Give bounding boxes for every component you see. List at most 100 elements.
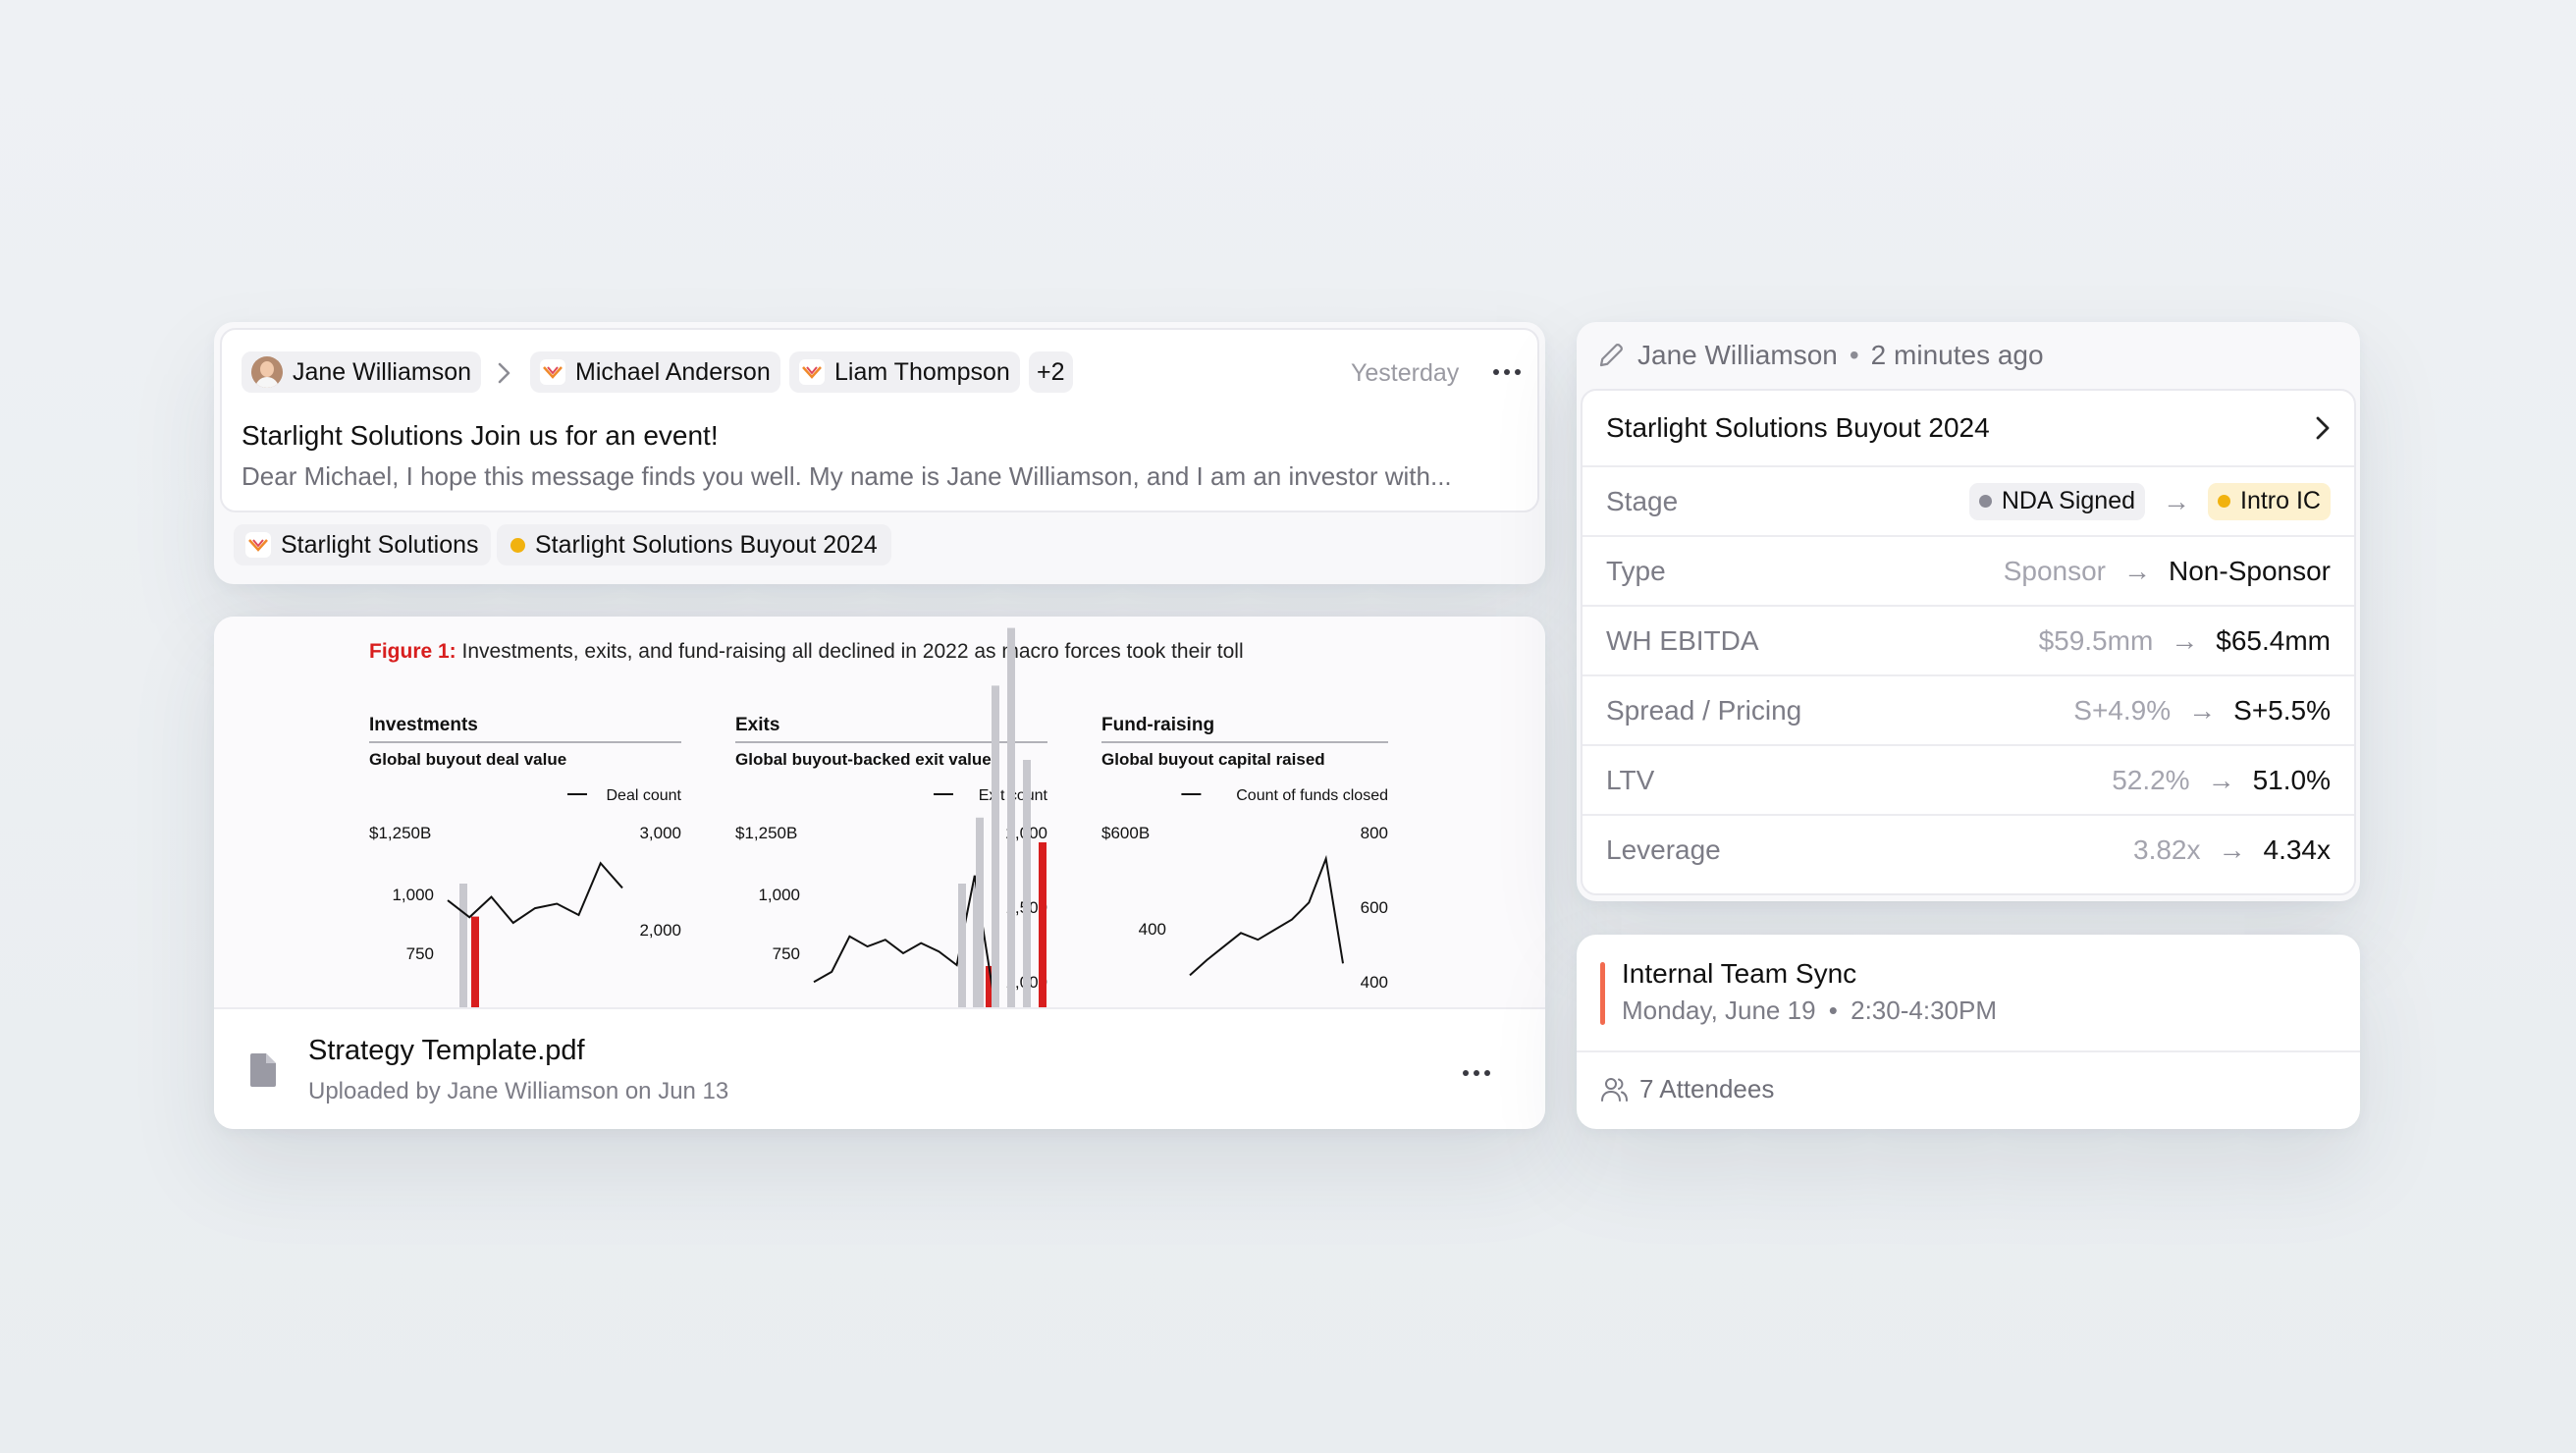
y-left-tick: 1,000 — [758, 886, 800, 904]
new-value: 51.0% — [2252, 764, 2331, 795]
y-left-tick: 750 — [773, 944, 800, 963]
tag-deal[interactable]: Starlight Solutions Buyout 2024 — [497, 524, 891, 565]
attendees[interactable]: 7 Attendees — [1600, 1074, 1774, 1104]
chart-bar — [992, 685, 999, 1007]
email-card[interactable]: Jane Williamson Michael Anderson Liam Th… — [214, 322, 1545, 584]
event-accent-bar — [1600, 962, 1605, 1025]
old-value: 3.82x — [2133, 834, 2201, 865]
more-options-icon[interactable] — [1463, 1070, 1490, 1076]
stage-old-pill: NDA Signed — [1968, 482, 2146, 520]
deal-row-ebitda: WH EBITDA $59.5mm → $65.4mm — [1583, 605, 2354, 674]
arrow-right-icon: → — [2207, 764, 2235, 795]
row-label: Spread / Pricing — [1606, 694, 1802, 726]
tag-company[interactable]: Starlight Solutions — [234, 524, 491, 565]
row-label: Type — [1606, 555, 1666, 586]
old-value: S+4.9% — [2073, 694, 2172, 726]
more-recipients-chip[interactable]: +2 — [1029, 351, 1073, 393]
y-right-tick: 3,000 — [639, 824, 681, 842]
arrow-right-icon: → — [2123, 555, 2152, 586]
deal-title: Starlight Solutions Buyout 2024 — [1606, 412, 1990, 443]
avatar — [251, 356, 283, 388]
stage-new-pill: Intro IC — [2208, 482, 2331, 520]
recipient-chip-1[interactable]: Michael Anderson — [530, 351, 780, 393]
more-options-icon[interactable] — [1493, 369, 1521, 375]
y-right-tick: 800 — [1361, 824, 1388, 842]
chart-bar — [958, 884, 966, 1007]
company-logo-icon — [799, 359, 825, 385]
y-left-tick: $1,250B — [369, 824, 431, 842]
chart-bar — [986, 966, 993, 1007]
recipient-chip-2[interactable]: Liam Thompson — [789, 351, 1020, 393]
event-time: 2:30-4:30PM — [1851, 996, 1997, 1025]
deal-row-type: Type Sponsor → Non-Sponsor — [1583, 535, 2354, 605]
chart-bar — [1023, 760, 1031, 1007]
figure-label: Figure 1: — [369, 640, 456, 663]
y-left-tick: $600B — [1101, 824, 1150, 842]
deal-row-stage: Stage NDA Signed → Intro IC — [1583, 465, 2354, 535]
edit-time: 2 minutes ago — [1870, 340, 2044, 370]
old-value: NDA Signed — [2001, 487, 2136, 514]
chart-subtitle: Global buyout capital raised — [1101, 750, 1325, 769]
users-icon — [1601, 1077, 1628, 1102]
chart-title: Fund-raising — [1101, 715, 1214, 735]
chart-title: Exits — [735, 715, 779, 735]
status-dot — [510, 537, 525, 553]
chart-subtitle: Global buyout-backed exit value — [735, 750, 992, 769]
new-value: S+5.5% — [2233, 694, 2331, 726]
old-value: $59.5mm — [2038, 624, 2154, 656]
arrow-right-icon: → — [2188, 694, 2217, 726]
old-value: Sponsor — [2003, 555, 2107, 586]
file-name: Strategy Template.pdf — [308, 1035, 585, 1066]
event-card[interactable]: Internal Team Sync Monday, June 19 • 2:3… — [1577, 935, 2360, 1129]
arrow-right-icon: → — [2218, 834, 2246, 865]
more-count: +2 — [1037, 357, 1065, 386]
chart-bar — [976, 817, 984, 1007]
row-label: Stage — [1606, 485, 1679, 516]
new-value: 4.34x — [2263, 834, 2332, 865]
y-right-tick: 600 — [1361, 898, 1388, 917]
chart-bar — [1039, 842, 1046, 1007]
pencil-icon — [1599, 344, 1623, 367]
new-value: $65.4mm — [2216, 624, 2331, 656]
new-value: Non-Sponsor — [2169, 555, 2331, 586]
editor-name: Jane Williamson — [1637, 340, 1838, 370]
status-dot — [1978, 495, 1992, 508]
event-date: Monday, June 19 — [1622, 996, 1816, 1025]
document-card[interactable]: Figure 1: Investments, exits, and fund-r… — [214, 617, 1545, 1129]
email-body[interactable]: Jane Williamson Michael Anderson Liam Th… — [220, 328, 1539, 512]
tag-label: Starlight Solutions — [281, 530, 479, 559]
status-dot — [2218, 495, 2231, 508]
chart-bar — [1007, 627, 1015, 1007]
figure-charts: Investments Global buyout deal value Deal … — [369, 627, 1388, 1007]
event-datetime: Monday, June 19 • 2:30-4:30PM — [1622, 996, 1997, 1025]
deal-row-ltv: LTV 52.2% → 51.0% — [1583, 744, 2354, 814]
deal-update-card[interactable]: Jane Williamson • 2 minutes ago Starligh… — [1577, 322, 2360, 901]
y-left-tick: 1,000 — [392, 886, 434, 904]
chart-bar — [471, 916, 479, 1007]
chart-title: Investments — [369, 715, 478, 735]
row-label: WH EBITDA — [1606, 624, 1759, 656]
row-label: Leverage — [1606, 834, 1721, 865]
y-left-tick: 400 — [1139, 920, 1166, 939]
new-value: Intro IC — [2240, 487, 2321, 514]
deal-row-leverage: Leverage 3.82x → 4.34x — [1583, 814, 2354, 884]
company-logo-icon — [245, 532, 271, 558]
y-left-tick: 750 — [406, 944, 434, 963]
chart-legend-label: Deal count — [607, 787, 682, 804]
document-preview[interactable]: Figure 1: Investments, exits, and fund-r… — [214, 617, 1545, 1007]
chart-bar — [459, 884, 467, 1007]
chart-legend-label: Count of funds closed — [1236, 787, 1388, 804]
y-left-tick: $1,250B — [735, 824, 797, 842]
chevron-right-icon — [498, 362, 510, 384]
chart-subtitle: Global buyout deal value — [369, 750, 566, 769]
recipient-name: Michael Anderson — [575, 357, 771, 386]
document-footer[interactable]: Strategy Template.pdf Uploaded by Jane W… — [214, 1007, 1545, 1129]
file-icon — [250, 1053, 276, 1087]
deal-title-row[interactable]: Starlight Solutions Buyout 2024 — [1583, 391, 2354, 465]
chevron-right-icon[interactable] — [2315, 415, 2331, 441]
sender-chip[interactable]: Jane Williamson — [242, 351, 482, 393]
figure-caption: Figure 1: Investments, exits, and fund-r… — [369, 640, 1244, 664]
recipient-name: Liam Thompson — [834, 357, 1010, 386]
arrow-right-icon: → — [2163, 485, 2191, 516]
divider — [1577, 1050, 2360, 1052]
